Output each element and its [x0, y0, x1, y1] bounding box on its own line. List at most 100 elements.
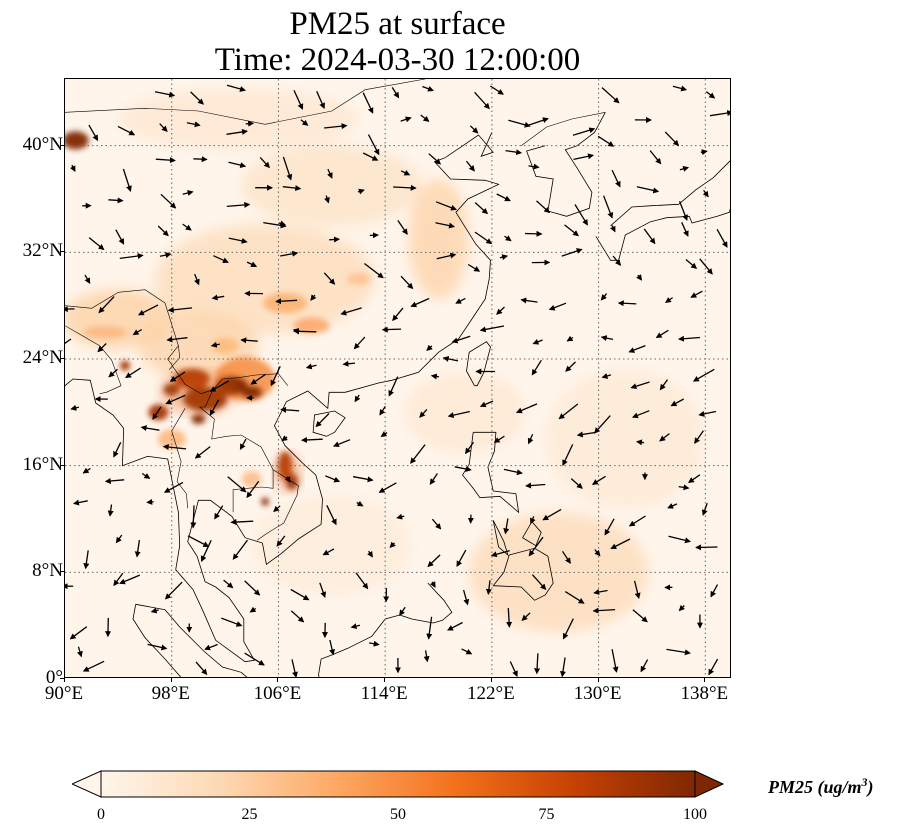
wind-arrow	[210, 341, 220, 348]
wind-arrow	[655, 329, 669, 339]
wind-arrow	[364, 262, 384, 279]
wind-arrow	[678, 484, 690, 491]
wind-arrow	[572, 127, 596, 136]
wind-arrow	[204, 643, 218, 651]
wind-arrow	[301, 436, 323, 443]
x-tick-label: 138°E	[680, 683, 729, 704]
wind-arrow	[602, 195, 614, 219]
wind-arrow	[388, 376, 399, 397]
wind-arrow	[223, 579, 234, 589]
wind-arrow	[327, 168, 333, 179]
wind-arrow	[70, 404, 80, 411]
wind-arrow	[354, 394, 361, 403]
wind-arrow	[678, 200, 688, 221]
colorbar-extend-min	[72, 770, 102, 798]
wind-arrow	[226, 128, 248, 135]
wind-arrow	[65, 338, 72, 348]
wind-arrow	[636, 274, 643, 281]
y-tick-label: 0°	[45, 667, 63, 688]
wind-arrow	[422, 85, 434, 92]
wind-arrow	[455, 297, 466, 304]
wind-arrow	[427, 554, 441, 568]
colorbar-label: PM25 (ug/m3)	[768, 775, 874, 797]
wind-arrow	[534, 653, 541, 675]
wind-arrow	[163, 481, 184, 493]
wind-arrow	[322, 548, 335, 556]
wind-arrow	[672, 85, 688, 92]
wind-arrow	[592, 607, 616, 614]
wind-arrow	[496, 306, 505, 315]
wind-arrow	[326, 505, 337, 526]
x-tick-label: 98°E	[151, 683, 190, 704]
wind-arrow	[230, 519, 254, 526]
wind-arrow	[526, 117, 549, 127]
wind-arrow	[211, 294, 225, 301]
y-tick-label: 40°N	[22, 133, 63, 155]
wind-arrow	[699, 258, 713, 275]
wind-arrow	[83, 550, 90, 570]
wind-arrow	[355, 572, 369, 590]
wind-arrow	[504, 235, 512, 242]
x-tick-label: 114°E	[360, 683, 408, 704]
wind-arrow	[213, 255, 229, 263]
wind-arrow	[664, 131, 680, 147]
wind-arrow	[474, 231, 493, 245]
colorbar-tick-label: 50	[390, 806, 406, 823]
wind-arrow	[700, 149, 708, 156]
wind-arrow	[426, 616, 433, 640]
wind-arrow	[649, 150, 662, 165]
y-tick-label: 32°N	[22, 240, 63, 262]
wind-arrow	[300, 119, 309, 126]
wind-arrow	[167, 306, 193, 313]
y-tick-mark	[60, 358, 64, 359]
wind-arrow	[119, 574, 141, 585]
wind-arrow	[465, 160, 475, 172]
wind-arrow	[474, 202, 489, 215]
wind-arrow	[632, 609, 648, 623]
wind-arrow	[562, 618, 574, 640]
wind-arrow	[182, 223, 192, 231]
wind-arrow	[273, 505, 281, 513]
wind-arrow	[493, 435, 505, 443]
wind-arrow	[666, 648, 691, 656]
wind-arrow	[160, 193, 177, 209]
wind-arrow	[378, 482, 397, 493]
wind-arrow	[604, 518, 615, 536]
wind-arrow	[392, 307, 404, 322]
x-tick-label: 130°E	[573, 683, 622, 704]
wind-arrow	[152, 406, 162, 420]
wind-arrow	[442, 355, 459, 362]
wind-arrow	[597, 135, 615, 147]
wind-arrow	[611, 649, 619, 673]
wind-arrow	[134, 539, 141, 558]
wind-arrow	[166, 336, 188, 343]
wind-arrow	[132, 328, 143, 336]
x-tick-mark	[384, 678, 386, 682]
wind-arrow	[710, 584, 719, 598]
wind-arrow	[600, 335, 614, 342]
wind-arrow	[159, 123, 168, 133]
wind-arrow	[305, 363, 317, 370]
wind-arrow	[610, 538, 631, 550]
plot-title-line1: PM25 at surface	[289, 6, 506, 42]
wind-arrow	[532, 338, 543, 345]
wind-arrow	[636, 186, 660, 194]
wind-arrow	[190, 91, 204, 105]
wind-arrow	[570, 478, 583, 489]
wind-arrow	[104, 477, 125, 484]
y-tick-label: 16°N	[22, 453, 63, 475]
wind-arrow	[119, 253, 144, 260]
colorbar	[72, 770, 724, 798]
wind-arrow	[270, 366, 281, 387]
wind-arrow	[389, 541, 396, 549]
wind-arrow	[548, 302, 567, 311]
wind-arrow	[362, 92, 374, 114]
wind-arrow	[436, 252, 457, 260]
wind-arrow	[659, 379, 669, 391]
wind-arrow	[244, 652, 265, 666]
wind-arrow	[284, 476, 291, 483]
y-tick-mark	[60, 251, 64, 253]
wind-arrow	[379, 406, 386, 416]
wind-arrow	[536, 200, 551, 214]
colorbar-tick-label: 25	[241, 806, 258, 823]
